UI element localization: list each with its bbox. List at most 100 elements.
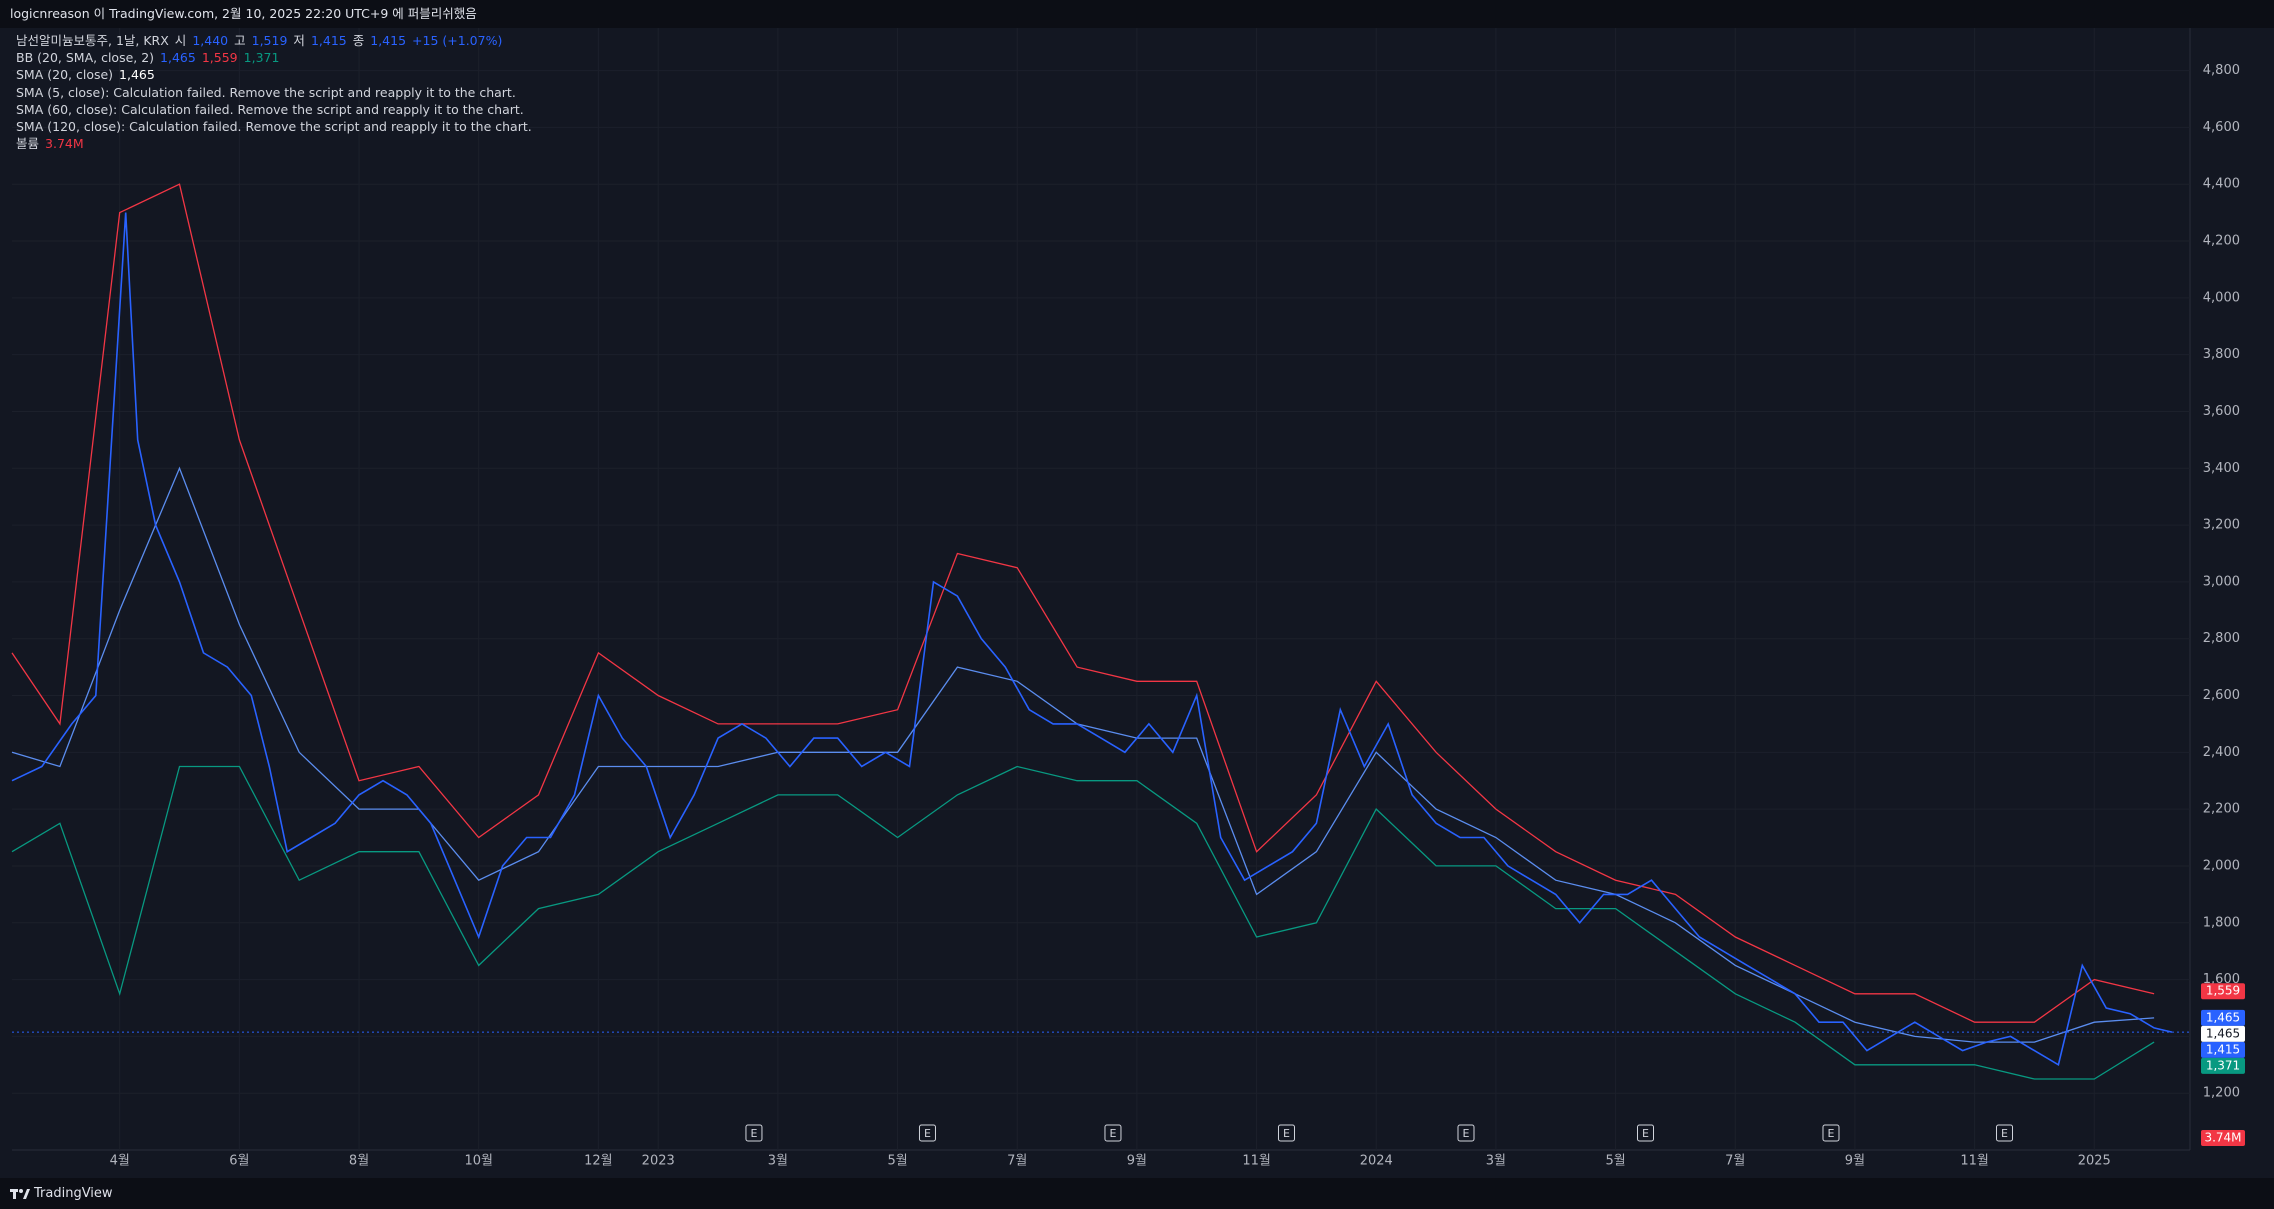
event-label: E [2001, 1127, 2008, 1140]
x-tick-label: 3월 [1486, 1154, 1506, 1169]
legend-item: 1,415 [370, 33, 407, 48]
y-tick-label: 2,600 [2203, 688, 2240, 703]
event-label: E [1642, 1127, 1649, 1140]
price-label-box [2201, 1041, 2245, 1058]
price-label: 1,465 [2206, 1010, 2240, 1024]
x-tick-label: 6월 [229, 1154, 249, 1169]
volume-label: 3.74M [2204, 1131, 2241, 1145]
price-label-box [2201, 983, 2245, 1000]
legend-item: SMA (5, close): Calculation failed. Remo… [16, 84, 516, 100]
series-line [11, 212, 2173, 1067]
legend: 남선알미늄보통주, 1날, KRX 시 1,440 고 1,519 저 1,415 종 1,41… [16, 32, 538, 152]
legend-item: 종 [352, 33, 365, 48]
event-marker [1996, 1124, 2014, 1142]
x-tick-label: 3월 [768, 1154, 788, 1169]
y-tick-label: 4,800 [2203, 63, 2240, 78]
legend-item: 저 [293, 33, 305, 48]
legend-item: 1,559 [201, 50, 238, 66]
top-bar: logicnreason 이 TradingView.com, 2월 10, 2… [0, 0, 2274, 28]
x-tick-label: 11월 [1960, 1154, 1989, 1169]
x-tick-label: 7월 [1007, 1154, 1027, 1169]
price-label: 1,559 [2206, 984, 2240, 998]
price-label-box [2201, 1025, 2245, 1042]
event-marker [1277, 1124, 1295, 1142]
event-marker [918, 1124, 936, 1142]
publish-info: logicnreason 이 TradingView.com, 2월 10, 2… [10, 6, 477, 21]
event-marker [1637, 1124, 1654, 1142]
x-tick-label: 12월 [584, 1154, 613, 1169]
y-tick-label: 2,200 [2203, 802, 2240, 817]
series-line [11, 183, 2155, 1023]
event-marker [1104, 1124, 1122, 1142]
event-marker [1457, 1124, 1475, 1142]
event-marker [1822, 1124, 1840, 1142]
y-tick-label: 4,200 [2203, 234, 2240, 249]
legend-row: SMA (5, close): Calculation failed. Remo… [16, 84, 538, 101]
legend-item: SMA (120, close): Calculation failed. Re… [16, 119, 532, 135]
legend-row: SMA (60, close): Calculation failed. Rem… [16, 101, 538, 118]
event-label: E [1828, 1127, 1835, 1140]
x-tick-label: 5월 [887, 1154, 907, 1169]
y-tick-label: 2,400 [2203, 745, 2240, 760]
x-tick-label: 7월 [1725, 1154, 1745, 1169]
x-tick-label: 10월 [464, 1154, 493, 1169]
event-label: E [1283, 1127, 1290, 1140]
legend-item: 고 [234, 33, 246, 48]
y-tick-label: 4,000 [2203, 290, 2240, 305]
y-tick-label: 3,600 [2203, 404, 2240, 419]
legend-row: BB (20, SMA, close, 2) 1,465 1,559 1,371 [16, 49, 538, 66]
price-label: 1,371 [2206, 1058, 2240, 1072]
legend-item: SMA (60, close): Calculation failed. Rem… [16, 101, 524, 117]
legend-item: 1,415 [310, 33, 347, 48]
legend-item: +15 (+1.07%) [412, 33, 503, 48]
legend-row: 볼륨 3.74M [16, 135, 538, 152]
legend-item: BB (20, SMA, close, 2) [16, 50, 155, 66]
legend-item: 남선알미늄보통주, 1날, KRX [16, 33, 169, 48]
legend-row: 남선알미늄보통주, 1날, KRX 시 1,440 고 1,519 저 1,415 종 1,41… [16, 32, 538, 49]
y-tick-label: 3,000 [2203, 574, 2240, 589]
event-label: E [1109, 1127, 1116, 1140]
legend-item: 볼륨 [16, 136, 40, 152]
y-tick-label: 3,400 [2203, 461, 2240, 476]
price-label: 1,415 [2206, 1042, 2240, 1056]
y-tick-label: 2,000 [2203, 858, 2240, 873]
x-tick-label: 2023 [642, 1154, 675, 1169]
event-label: E [924, 1127, 931, 1140]
legend-item: 1,465 [119, 67, 155, 83]
volume-label-box [2201, 1130, 2245, 1146]
x-tick-label: 5월 [1605, 1154, 1625, 1169]
x-tick-label: 2024 [1360, 1154, 1393, 1169]
event-label: E [750, 1127, 757, 1140]
y-tick-label: 4,400 [2203, 177, 2240, 192]
y-tick-label: 3,200 [2203, 518, 2240, 533]
footer: TradingView [0, 1178, 2274, 1209]
price-label-box [2201, 1009, 2245, 1026]
price-label-box [2201, 1057, 2245, 1074]
y-tick-label: 4,600 [2203, 120, 2240, 135]
brand: TradingView [34, 1186, 113, 1201]
legend-item: 1,371 [243, 50, 280, 66]
x-tick-label: 2025 [2078, 1154, 2111, 1169]
legend-row: SMA (20, close) 1,465 [16, 66, 538, 83]
legend-item: 1,440 [192, 33, 229, 48]
legend-item: SMA (20, close) [16, 67, 114, 83]
legend-item: 1,465 [160, 50, 196, 66]
event-label: E [1463, 1127, 1470, 1140]
x-tick-label: 4월 [110, 1154, 130, 1169]
legend-item: 1,519 [251, 33, 288, 48]
y-tick-label: 1,200 [2203, 1086, 2240, 1101]
logo [10, 1189, 30, 1199]
legend-row: SMA (120, close): Calculation failed. Re… [16, 118, 538, 135]
x-tick-label: 9월 [1845, 1154, 1865, 1169]
price-label: 1,465 [2206, 1026, 2240, 1040]
x-tick-label: 8월 [349, 1154, 369, 1169]
legend-item: 3.74M [45, 136, 84, 152]
x-tick-label: 9월 [1127, 1154, 1147, 1169]
legend-item: 시 [174, 33, 187, 48]
y-tick-label: 1,800 [2203, 915, 2240, 930]
y-tick-label: 3,800 [2203, 347, 2240, 362]
event-marker [745, 1124, 763, 1142]
series-line [11, 765, 2155, 1080]
